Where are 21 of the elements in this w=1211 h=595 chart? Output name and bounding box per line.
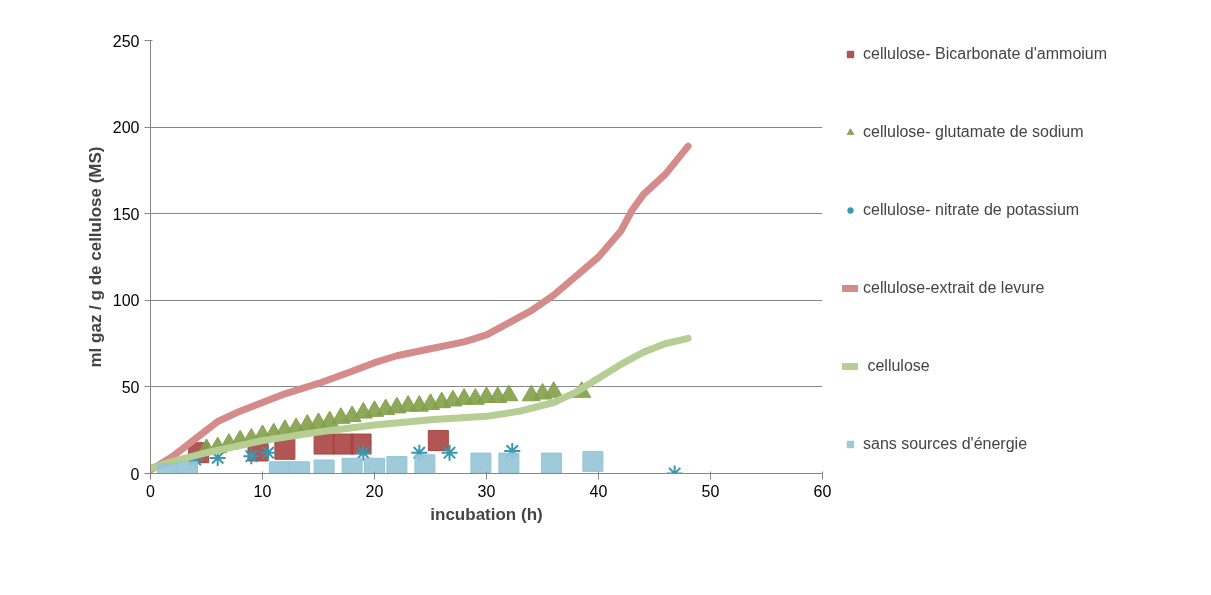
y-tick-label: 250 bbox=[112, 32, 140, 50]
y-tick-label: 200 bbox=[112, 119, 140, 137]
y-tick-label: 100 bbox=[112, 292, 140, 310]
y-tick-label: 150 bbox=[112, 205, 140, 223]
x-axis-title: incubation (h) bbox=[430, 504, 543, 524]
x-tick-label: 60 bbox=[813, 482, 832, 500]
x-tick-label: 50 bbox=[701, 482, 720, 500]
x-tick-label: 30 bbox=[477, 482, 496, 500]
x-tick-label: 20 bbox=[365, 482, 384, 500]
legend-label: cellulose- glutamate de sodium bbox=[863, 123, 1084, 141]
x-tick-label: 10 bbox=[253, 482, 272, 500]
y-axis-title: ml gaz / g de cellulose (MS) bbox=[85, 146, 105, 368]
legend-label: cellulose- nitrate de potassium bbox=[863, 201, 1080, 219]
y-tick-label: 0 bbox=[130, 465, 140, 483]
legend-label: sans sources d'énergie bbox=[863, 435, 1028, 453]
y-tick-label: 50 bbox=[121, 378, 140, 396]
legend-label: cellulose- Bicarbonate d'ammoium bbox=[863, 45, 1108, 63]
legend-label: cellulose bbox=[866, 357, 930, 375]
legend-label: cellulose-extrait de levure bbox=[863, 279, 1045, 297]
x-tick-label: 40 bbox=[589, 482, 608, 500]
x-tick-label: 0 bbox=[146, 482, 156, 500]
